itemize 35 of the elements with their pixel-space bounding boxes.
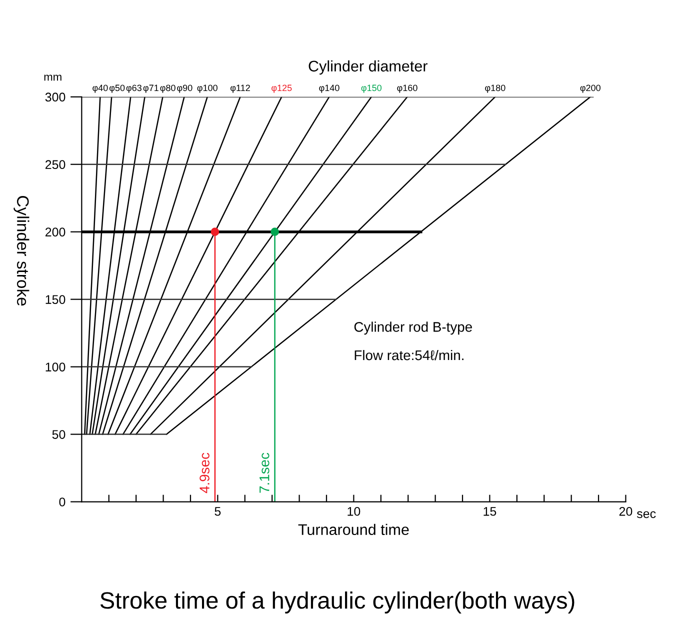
series-label: φ160 bbox=[397, 84, 418, 93]
series-label: φ112 bbox=[230, 84, 250, 93]
series-label: φ180 bbox=[485, 84, 506, 93]
annotation: 4.9sec bbox=[200, 452, 210, 494]
series-label: φ63 bbox=[126, 84, 142, 93]
y-axis-title: Cylinder stroke bbox=[14, 196, 30, 306]
series-label: φ50 bbox=[109, 84, 125, 93]
series-label: φ40 bbox=[92, 84, 108, 93]
x-axis-title: Turnaround time bbox=[298, 524, 409, 536]
y-tick-label: 300 bbox=[45, 92, 66, 102]
y-tick-label: 150 bbox=[46, 295, 66, 304]
y-tick-label: 200 bbox=[45, 228, 66, 236]
y-tick-label: 100 bbox=[46, 362, 66, 372]
annotation: 7.1sec bbox=[260, 452, 270, 493]
x-tick-label: 10 bbox=[348, 506, 360, 516]
text: Stroke time of a hydraulic cylinder(both ways) bbox=[100, 591, 574, 614]
text: mm bbox=[44, 74, 62, 81]
series-label: φ140 bbox=[319, 84, 340, 93]
series-label: φ150 bbox=[361, 84, 382, 93]
series-label: φ80 bbox=[160, 84, 176, 93]
series-label: φ100 bbox=[197, 84, 218, 93]
annotation: Cylinder rod B-type bbox=[354, 322, 472, 335]
y-tick-label: 0 bbox=[59, 498, 66, 506]
series-label: φ200 bbox=[580, 84, 600, 93]
text: sec bbox=[636, 511, 656, 518]
series-label: φ71 bbox=[143, 84, 158, 93]
x-tick-label: 15 bbox=[484, 507, 496, 516]
y-tick-label: 250 bbox=[45, 160, 66, 170]
annotation: Flow rate:54ℓ/min. bbox=[354, 350, 464, 360]
x-tick-label: 5 bbox=[214, 507, 221, 516]
x2-axis-title: Cylinder diameter bbox=[308, 60, 428, 75]
series-label: φ125 bbox=[272, 84, 292, 93]
series-label: φ90 bbox=[177, 84, 192, 93]
y-tick-label: 50 bbox=[52, 430, 66, 439]
x-tick-label: 20 bbox=[619, 506, 632, 516]
